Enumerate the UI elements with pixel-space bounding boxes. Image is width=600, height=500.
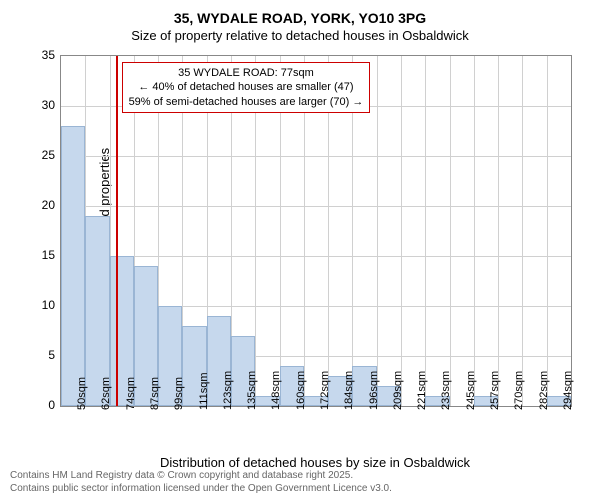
x-tick-label: 245sqm bbox=[465, 371, 477, 410]
y-tick-label: 5 bbox=[25, 348, 55, 362]
y-tick-label: 30 bbox=[25, 98, 55, 112]
gridline-v bbox=[474, 56, 475, 406]
y-tick-label: 15 bbox=[25, 248, 55, 262]
x-axis-title: Distribution of detached houses by size … bbox=[60, 455, 570, 470]
gridline-v bbox=[450, 56, 451, 406]
x-tick-label: 99sqm bbox=[173, 377, 185, 410]
x-tick-label: 135sqm bbox=[246, 371, 258, 410]
footer: Contains HM Land Registry data © Crown c… bbox=[10, 469, 392, 495]
y-tick-label: 25 bbox=[25, 148, 55, 162]
gridline-v bbox=[547, 56, 548, 406]
x-tick-label: 148sqm bbox=[270, 371, 282, 410]
x-tick-label: 209sqm bbox=[392, 371, 404, 410]
x-tick-label: 123sqm bbox=[222, 371, 234, 410]
gridline-v bbox=[522, 56, 523, 406]
x-tick-label: 87sqm bbox=[149, 377, 161, 410]
x-tick-label: 233sqm bbox=[440, 371, 452, 410]
x-tick-label: 160sqm bbox=[295, 371, 307, 410]
histogram-bar bbox=[61, 126, 85, 406]
gridline-h bbox=[61, 256, 571, 257]
annotation-line: ← 40% of detached houses are smaller (47… bbox=[129, 80, 364, 94]
chart-subtitle: Size of property relative to detached ho… bbox=[0, 26, 600, 43]
gridline-v bbox=[377, 56, 378, 406]
x-tick-label: 282sqm bbox=[538, 371, 550, 410]
x-tick-label: 294sqm bbox=[562, 371, 574, 410]
y-tick-label: 10 bbox=[25, 298, 55, 312]
annotation-box: 35 WYDALE ROAD: 77sqm← 40% of detached h… bbox=[122, 62, 371, 113]
footer-line2: Contains public sector information licen… bbox=[10, 482, 392, 495]
y-tick-label: 35 bbox=[25, 48, 55, 62]
gridline-v bbox=[401, 56, 402, 406]
chart-container: 35, WYDALE ROAD, YORK, YO10 3PG Size of … bbox=[0, 0, 600, 500]
x-tick-label: 257sqm bbox=[489, 371, 501, 410]
annotation-line: 35 WYDALE ROAD: 77sqm bbox=[129, 66, 364, 80]
annotation-line: 59% of semi-detached houses are larger (… bbox=[129, 95, 364, 109]
x-tick-label: 270sqm bbox=[513, 371, 525, 410]
chart-title: 35, WYDALE ROAD, YORK, YO10 3PG bbox=[0, 0, 600, 26]
gridline-v bbox=[498, 56, 499, 406]
x-tick-label: 196sqm bbox=[368, 371, 380, 410]
gridline-h bbox=[61, 206, 571, 207]
x-tick-label: 74sqm bbox=[125, 377, 137, 410]
x-tick-label: 221sqm bbox=[416, 371, 428, 410]
x-tick-label: 62sqm bbox=[100, 377, 112, 410]
y-tick-label: 20 bbox=[25, 198, 55, 212]
y-tick-label: 0 bbox=[25, 398, 55, 412]
x-tick-label: 111sqm bbox=[198, 372, 210, 410]
x-tick-label: 184sqm bbox=[343, 371, 355, 410]
gridline-v bbox=[425, 56, 426, 406]
plot-area: 35 WYDALE ROAD: 77sqm← 40% of detached h… bbox=[60, 55, 572, 407]
x-tick-label: 50sqm bbox=[76, 377, 88, 410]
footer-line1: Contains HM Land Registry data © Crown c… bbox=[10, 469, 392, 482]
marker-line bbox=[116, 56, 118, 406]
x-tick-label: 172sqm bbox=[319, 371, 331, 410]
gridline-h bbox=[61, 156, 571, 157]
chart-area: Number of detached properties 35 WYDALE … bbox=[60, 55, 570, 405]
